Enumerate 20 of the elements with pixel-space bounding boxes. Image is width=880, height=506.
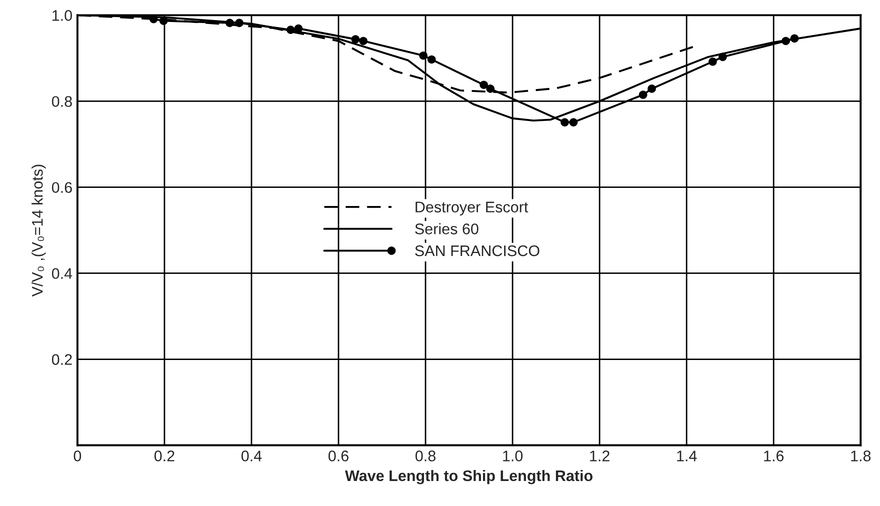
x-tick-label: 1.0	[503, 450, 523, 462]
legend-label: SAN FRANCISCO	[415, 245, 540, 256]
y-tick-label: 0.4	[52, 268, 72, 279]
x-tick-label: 1.6	[764, 450, 784, 462]
y-tick-label: 0.2	[52, 354, 72, 365]
x-tick-label: 1.8	[851, 450, 871, 462]
y-tick-label: 0.8	[52, 96, 72, 107]
x-tick-label: 0.4	[241, 450, 262, 462]
x-tick-label: 1.4	[677, 450, 697, 462]
x-tick-label: 0.6	[328, 450, 348, 462]
y-axis-title: V/V₀ ,(V₀=14 knots)	[32, 164, 46, 297]
x-tick-label: 0.2	[154, 450, 174, 462]
x-axis-title: Wave Length to Ship Length Ratio	[345, 470, 592, 484]
legend-label: Destroyer Escort	[416, 202, 528, 216]
y-tick-label: 0.6	[52, 182, 72, 193]
y-tick-label: 1.0	[52, 10, 72, 21]
x-tick-label: 1.2	[590, 450, 610, 462]
x-tick-label: 0	[74, 450, 82, 462]
x-tick-label: 0.8	[416, 450, 436, 462]
legend-label: Series 60	[415, 223, 478, 234]
